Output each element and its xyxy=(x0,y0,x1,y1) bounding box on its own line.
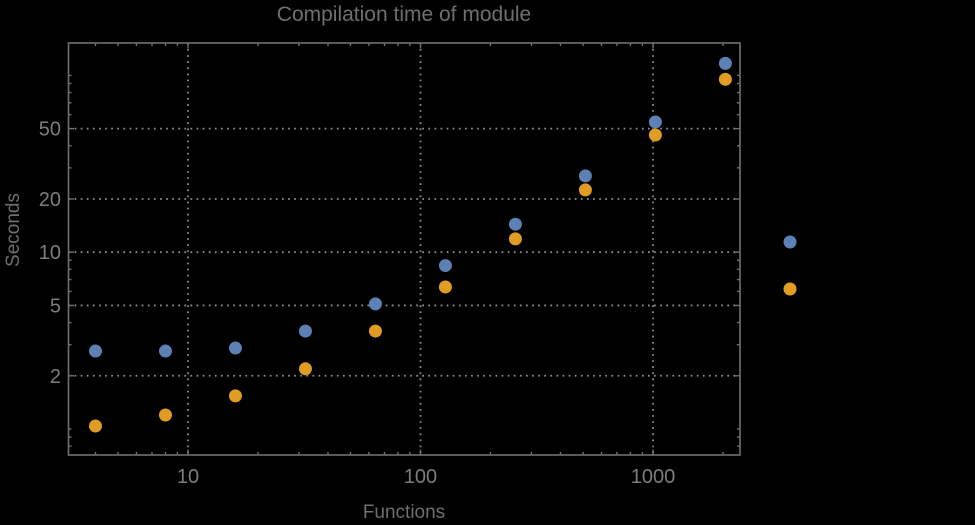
data-point-orange-series xyxy=(718,72,732,86)
data-point-orange-series xyxy=(228,389,242,403)
x-tick-label: 100 xyxy=(404,466,437,488)
data-point-orange-series xyxy=(578,183,592,197)
data-point-blue-series xyxy=(438,259,452,273)
data-point-blue-series xyxy=(88,344,102,358)
data-point-blue-series xyxy=(578,169,592,183)
data-point-blue-series xyxy=(298,324,312,338)
data-point-orange-series xyxy=(88,419,102,433)
x-tick-label: 1000 xyxy=(631,466,676,488)
y-tick-label: 10 xyxy=(39,242,61,264)
data-point-orange-series xyxy=(368,324,382,338)
legend-marker-blue-series xyxy=(783,235,797,249)
data-point-orange-series xyxy=(298,362,312,376)
y-tick-label: 2 xyxy=(50,366,61,388)
y-tick-label: 5 xyxy=(50,295,61,317)
data-point-orange-series xyxy=(158,408,172,422)
data-point-blue-series xyxy=(368,297,382,311)
y-tick-label: 50 xyxy=(39,119,61,141)
data-point-blue-series xyxy=(648,115,662,129)
data-point-orange-series xyxy=(508,232,522,246)
data-point-blue-series xyxy=(228,341,242,355)
x-axis-label: Functions xyxy=(362,502,446,523)
data-point-blue-series xyxy=(158,344,172,358)
chart-title: Compilation time of module xyxy=(276,3,532,26)
plot-frame xyxy=(67,42,741,456)
y-axis-label: Seconds xyxy=(3,193,24,267)
legend-marker-orange-series xyxy=(783,282,797,296)
y-tick-label: 20 xyxy=(39,189,61,211)
data-point-orange-series xyxy=(648,128,662,142)
data-point-blue-series xyxy=(508,217,522,231)
data-point-orange-series xyxy=(438,280,452,294)
data-point-blue-series xyxy=(718,56,732,70)
x-tick-label: 10 xyxy=(177,466,199,488)
